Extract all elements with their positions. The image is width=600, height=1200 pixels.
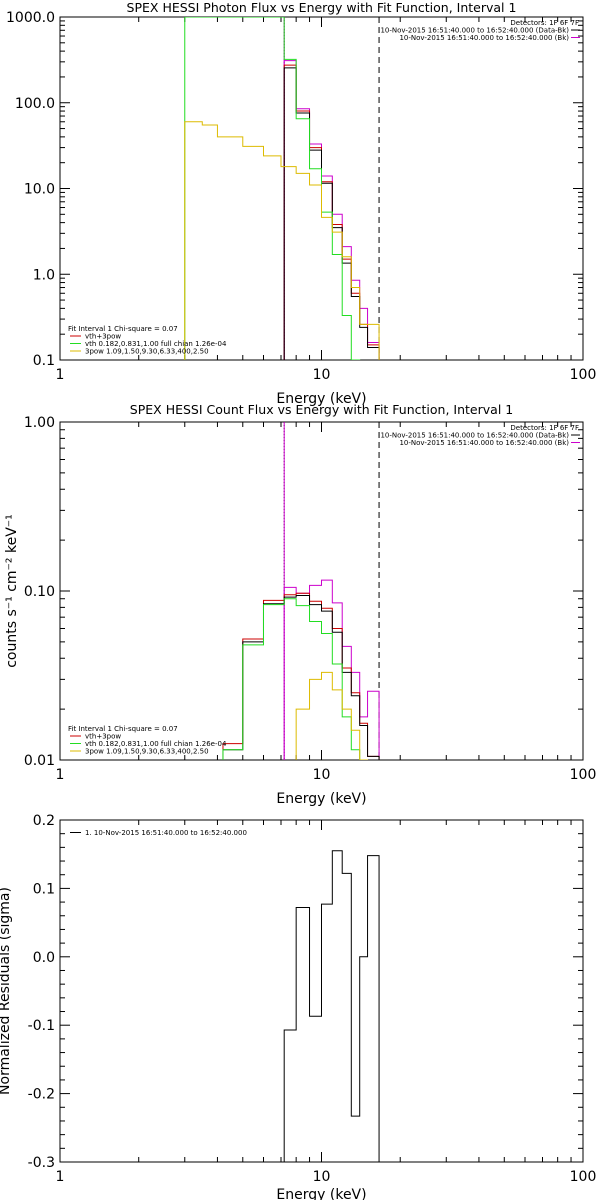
info-line: 10-Nov-2015 16:51:40.000 to 16:52:40.000… (399, 439, 569, 447)
x-axis-label: Energy (keV) (276, 1187, 366, 1200)
x-tick-label: 100 (570, 1169, 597, 1185)
y-tick-label: 0.1 (33, 353, 55, 369)
x-tick-label: 10 (313, 1169, 331, 1185)
y-tick-label: 1.0 (33, 267, 55, 283)
y-tick-label: 0.01 (24, 753, 55, 769)
legend-label: 3pow 1.09,1.50,9.30,6.33,400,2.50 (85, 748, 209, 756)
legend-label: vth+3pow (85, 333, 121, 341)
chart-title: SPEX HESSI Photon Flux vs Energy with Fi… (127, 0, 517, 15)
legend-header: Fit Interval 1 Chi-square = 0.07 (68, 725, 178, 733)
data-series-4 (184, 17, 361, 360)
data-series-5 (184, 121, 380, 360)
chart-panel-1: SPEX HESSI Photon Flux vs Energy with Fi… (6, 0, 596, 407)
legend-label: vth 0.182,0.831,1.00 full chian 1.26e-04 (85, 740, 227, 748)
y-tick-label: 10.0 (24, 182, 55, 198)
y-tick-label: 100.0 (15, 96, 55, 112)
y-tick-label: 0.10 (24, 584, 55, 600)
chart-panel-2: SPEX HESSI Count Flux vs Energy with Fit… (4, 402, 596, 807)
x-tick-label: 100 (570, 367, 597, 383)
data-series-4 (222, 598, 361, 760)
x-tick-label: 1 (56, 1169, 65, 1185)
legend: 1. 10-Nov-2015 16:51:40.000 to 16:52:40.… (70, 829, 247, 837)
data-series-2 (222, 592, 380, 760)
y-tick-label: 0.0 (33, 950, 55, 966)
data-series-1 (283, 579, 380, 760)
info-line: Detectors: 1F 6F 7F (510, 424, 579, 432)
y-tick-label: 1.00 (24, 415, 55, 431)
legend-label: vth 0.182,0.831,1.00 full chian 1.26e-04 (85, 340, 227, 348)
y-tick-label: -0.3 (28, 1155, 55, 1171)
y-axis-label: counts s⁻¹ cm⁻² keV⁻¹ (4, 514, 20, 668)
data-series-3 (222, 595, 380, 760)
y-axis-label: Normalized Residuals (sigma) (0, 887, 13, 1095)
legend: Fit Interval 1 Chi-square = 0.07vth+3pow… (68, 725, 227, 756)
data-series-1 (283, 60, 380, 360)
plot-frame (59, 421, 584, 761)
data-series-5 (295, 671, 369, 760)
y-tick-label: 0.2 (33, 813, 55, 829)
data-series-1 (283, 850, 380, 1162)
x-tick-label: 100 (570, 767, 597, 783)
x-axis-label: Energy (keV) (276, 391, 366, 407)
x-tick-label: 10 (313, 367, 331, 383)
legend-label: 3pow 1.09,1.50,9.30,6.33,400,2.50 (85, 348, 209, 356)
legend: Fit Interval 1 Chi-square = 0.07vth+3pow… (68, 325, 227, 356)
legend-label: vth+3pow (85, 733, 121, 741)
y-tick-label: 0.1 (33, 881, 55, 897)
x-tick-label: 1 (56, 767, 65, 783)
chart-panel-3: 1 10 100 -0.3 -0.2 -0.1 0.0 0.1 0.2 Energy (keV) N… (0, 813, 596, 1200)
y-tick-label: -0.1 (28, 1018, 55, 1034)
info-line: 10-Nov-2015 16:51:40.000 to 16:52:40.000… (380, 432, 569, 440)
chart-title: SPEX HESSI Count Flux vs Energy with Fit… (130, 402, 513, 417)
x-axis-label: Energy (keV) (276, 791, 366, 807)
info-line: 10-Nov-2015 16:51:40.000 to 16:52:40.000… (399, 34, 569, 42)
data-series-3 (283, 67, 380, 360)
y-tick-label: -0.2 (28, 1087, 55, 1103)
y-tick-label: 1000.0 (6, 10, 55, 26)
legend-label: 1. 10-Nov-2015 16:51:40.000 to 16:52:40.… (85, 829, 247, 837)
legend-header: Fit Interval 1 Chi-square = 0.07 (68, 325, 178, 333)
data-series-2 (283, 64, 380, 360)
x-tick-label: 10 (313, 767, 331, 783)
info-line: 10-Nov-2015 16:51:40.000 to 16:52:40.000… (380, 27, 569, 35)
info-line: Detectors: 1F 6F 7F (510, 19, 579, 27)
x-tick-label: 1 (56, 367, 65, 383)
